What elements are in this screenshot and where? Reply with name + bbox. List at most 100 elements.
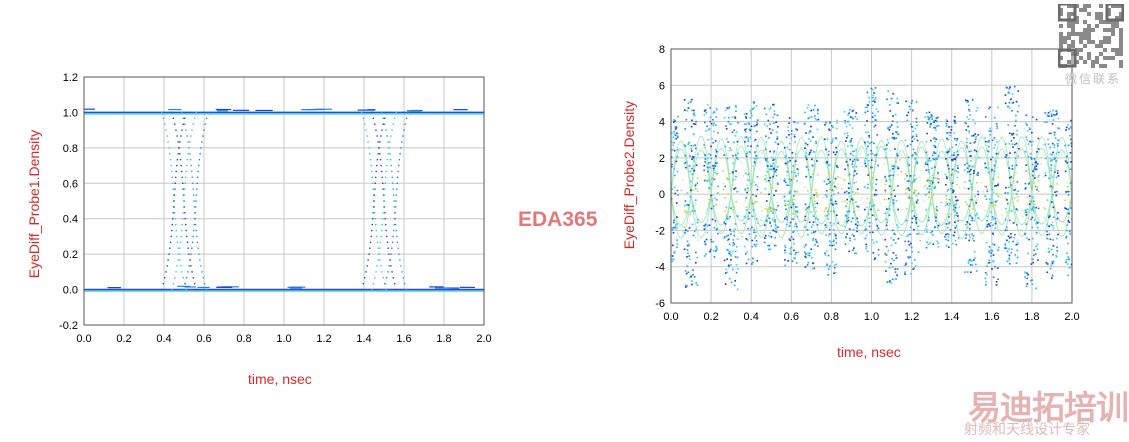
chart2-fill-point bbox=[927, 158, 930, 160]
chart2-trace-point bbox=[954, 204, 956, 206]
chart2-trace-point bbox=[948, 233, 950, 236]
chart2-trace-point bbox=[851, 110, 854, 113]
chart2-trace-point bbox=[789, 180, 792, 183]
chart2-trace-point bbox=[814, 238, 817, 241]
chart2-trace-point bbox=[973, 172, 975, 174]
chart2-trace-point bbox=[687, 271, 690, 274]
chart2-trace-point bbox=[790, 133, 793, 135]
chart1-transition-point bbox=[374, 123, 376, 125]
qr-cell bbox=[1067, 24, 1071, 28]
chart2-trace-point bbox=[975, 270, 978, 272]
chart2-trace-point bbox=[812, 224, 814, 226]
chart1-transition-point bbox=[191, 247, 193, 249]
chart2-trace-point bbox=[856, 217, 859, 220]
chart2-trace-point bbox=[886, 138, 889, 141]
c2-ytick-label: -4 bbox=[655, 262, 665, 274]
chart2-trace-point bbox=[890, 281, 893, 284]
chart2-fill-point bbox=[894, 160, 897, 163]
chart2-trace-point bbox=[971, 264, 974, 266]
chart2-trace-point bbox=[817, 108, 819, 111]
chart1-level-dash bbox=[255, 109, 273, 112]
chart2-trace-point bbox=[772, 116, 774, 119]
chart2-trace-point bbox=[994, 204, 997, 207]
chart2-trace-point bbox=[1047, 216, 1050, 219]
chart2-trace-point bbox=[856, 205, 859, 208]
c2-xtick-label: 0.0 bbox=[663, 311, 678, 323]
chart2-trace-point bbox=[809, 252, 811, 254]
chart2-trace-point bbox=[692, 133, 695, 136]
chart2-trace-point bbox=[934, 215, 936, 218]
chart2-trace-point bbox=[671, 260, 674, 263]
chart2-trace-point bbox=[986, 190, 989, 193]
chart2-trace-point bbox=[793, 249, 795, 252]
chart2-trace-point bbox=[945, 201, 947, 204]
chart2-trace-point bbox=[830, 142, 833, 145]
qr-cell bbox=[1087, 36, 1091, 40]
chart2-fill-point bbox=[1026, 196, 1029, 199]
chart2-trace-point bbox=[688, 141, 690, 144]
chart2-fill-point bbox=[682, 230, 684, 233]
chart2-trace-point bbox=[993, 116, 996, 119]
chart2-trace-point bbox=[728, 106, 731, 109]
chart2-trace-point bbox=[847, 135, 849, 137]
chart2-trace-point bbox=[824, 224, 827, 226]
chart2-trace-point bbox=[812, 221, 815, 223]
chart2-trace-point bbox=[807, 189, 809, 192]
chart2-trace-point bbox=[1025, 272, 1028, 274]
chart2-trace-point bbox=[1066, 161, 1069, 164]
chart2-trace-point bbox=[931, 233, 934, 236]
chart2-fill-point bbox=[912, 179, 914, 182]
chart2-trace-point bbox=[950, 126, 953, 128]
qr-cell bbox=[1103, 40, 1107, 44]
chart2-trace-point bbox=[1018, 148, 1020, 150]
qr-cell bbox=[1099, 52, 1103, 56]
chart2-trace-point bbox=[706, 166, 709, 169]
chart2-trace-point bbox=[847, 164, 849, 167]
chart2-trace-point bbox=[908, 243, 911, 246]
chart2-trace-point bbox=[927, 168, 930, 171]
chart2-trace-point bbox=[832, 138, 834, 140]
chart2-trace-point bbox=[789, 239, 791, 242]
chart2-trace-point bbox=[749, 151, 752, 154]
chart2-trace-point bbox=[671, 163, 673, 166]
chart2-trace-point bbox=[1051, 225, 1054, 227]
chart2-trace-point bbox=[973, 170, 975, 172]
chart2-trace-point bbox=[835, 186, 837, 189]
chart2-trace-point bbox=[814, 243, 817, 246]
chart2-trace-point bbox=[788, 191, 791, 194]
chart1-transition-point bbox=[175, 170, 177, 173]
chart2-envelope-arc bbox=[1011, 194, 1033, 226]
chart1-transition-point bbox=[390, 135, 392, 137]
chart2-envelope-arc bbox=[1011, 148, 1033, 195]
chart2-trace-point bbox=[985, 198, 988, 201]
chart2-trace-point bbox=[1025, 170, 1028, 172]
chart2-trace-point bbox=[805, 158, 808, 161]
chart1-transition-point bbox=[162, 282, 165, 285]
chart2-trace-point bbox=[686, 285, 689, 287]
chart2-fill-point bbox=[825, 176, 828, 179]
chart2-fill-point bbox=[972, 176, 975, 179]
chart2-trace-point bbox=[977, 134, 980, 136]
chart2-trace-point bbox=[729, 228, 731, 231]
qr-cell bbox=[1063, 36, 1067, 40]
qr-cell bbox=[1099, 12, 1103, 16]
chart2-trace-point bbox=[691, 158, 693, 160]
chart1-transition-point bbox=[393, 206, 396, 208]
qr-cell bbox=[1107, 20, 1111, 24]
chart2-trace-point bbox=[1065, 155, 1068, 158]
chart2-trace-point bbox=[690, 98, 693, 101]
chart2-trace-point bbox=[766, 210, 769, 212]
chart1-transition-point bbox=[399, 153, 401, 155]
chart2-trace-point bbox=[1013, 221, 1016, 224]
chart2-trace-point bbox=[946, 203, 949, 205]
chart2-envelope-arc bbox=[991, 148, 1013, 195]
chart2-trace-point bbox=[949, 134, 951, 137]
chart2-fill-point bbox=[729, 148, 731, 150]
chart2-trace-point bbox=[948, 148, 951, 151]
chart2-trace-point bbox=[725, 125, 728, 128]
chart1-transition-point bbox=[383, 117, 386, 120]
chart2-fill-point bbox=[812, 203, 814, 205]
chart2-trace-point bbox=[694, 123, 697, 125]
chart2-trace-point bbox=[765, 159, 767, 162]
chart2-trace-point bbox=[1012, 132, 1015, 135]
